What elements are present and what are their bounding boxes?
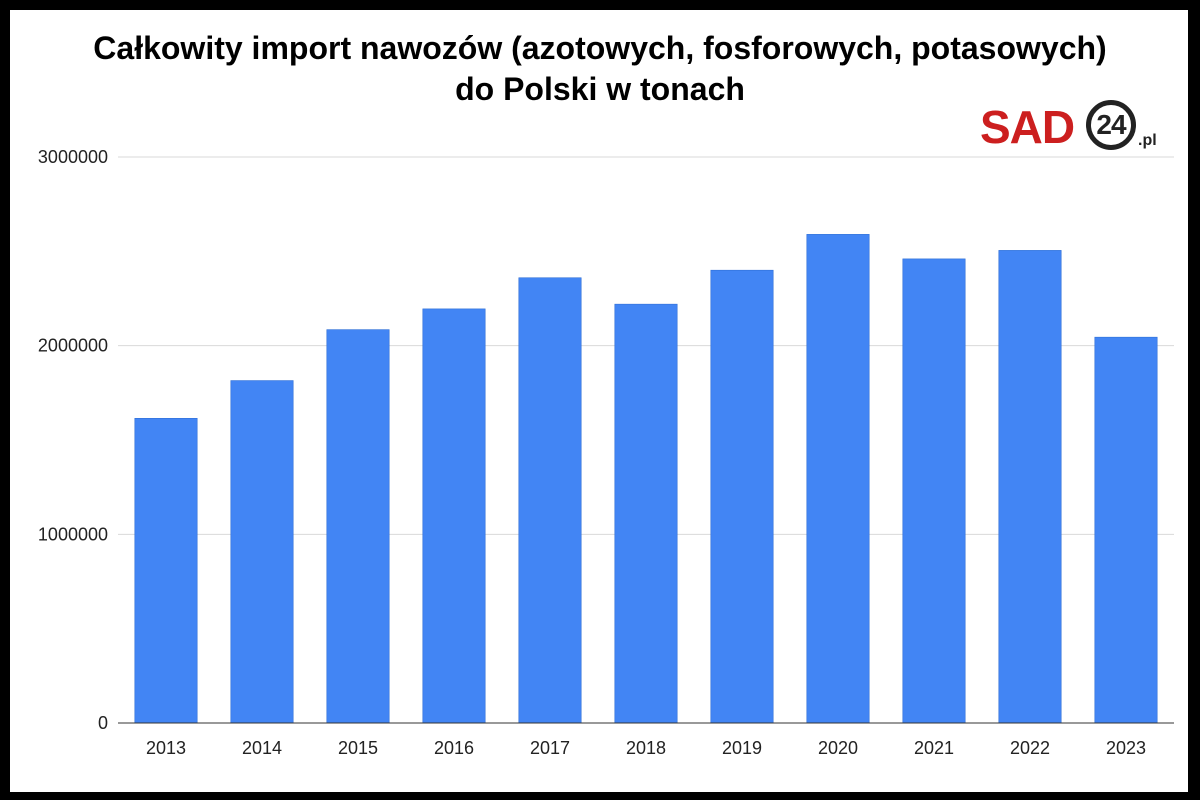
logo-badge: 24 <box>1086 100 1136 150</box>
y-axis-ticks: 0 1000000 2000000 3000000 <box>38 147 108 733</box>
bar-2016 <box>422 308 486 724</box>
x-axis-ticks: 2013 2014 2015 2016 2017 2018 2019 2020 2021 2022… <box>146 738 1146 758</box>
bar-2023 <box>1094 336 1158 724</box>
bar-2021 <box>902 258 966 724</box>
chart-title-line-1: Całkowity import nawozów (azotowych, fos… <box>93 30 1107 66</box>
x-tick-label: 2014 <box>242 738 282 758</box>
x-tick-label: 2015 <box>338 738 378 758</box>
x-tick-label: 2023 <box>1106 738 1146 758</box>
x-tick-label: 2018 <box>626 738 666 758</box>
x-tick-label: 2017 <box>530 738 570 758</box>
y-tick-label: 3000000 <box>38 147 108 167</box>
sad24-logo: SAD 24 .pl <box>980 96 1180 166</box>
x-tick-label: 2020 <box>818 738 858 758</box>
bar-2018 <box>614 303 678 724</box>
bars <box>134 234 1158 724</box>
chart-title: Całkowity import nawozów (azotowych, fos… <box>0 28 1200 110</box>
bar-2014 <box>230 380 294 724</box>
x-tick-label: 2021 <box>914 738 954 758</box>
y-tick-label: 1000000 <box>38 524 108 544</box>
y-tick-label: 2000000 <box>38 336 108 356</box>
bar-2022 <box>998 250 1062 724</box>
chart-frame <box>10 10 1188 792</box>
x-tick-label: 2022 <box>1010 738 1050 758</box>
chart-title-line-2: do Polski w tonach <box>455 71 745 107</box>
bar-2019 <box>710 269 774 724</box>
x-tick-label: 2019 <box>722 738 762 758</box>
x-tick-label: 2016 <box>434 738 474 758</box>
logo-tld: .pl <box>1138 132 1157 149</box>
bar-2013 <box>134 418 198 724</box>
bar-2020 <box>806 234 870 724</box>
bar-2017 <box>518 277 582 724</box>
x-tick-label: 2013 <box>146 738 186 758</box>
bar-2015 <box>326 329 390 724</box>
y-tick-label: 0 <box>98 713 108 733</box>
logo-text: SAD <box>980 101 1075 153</box>
